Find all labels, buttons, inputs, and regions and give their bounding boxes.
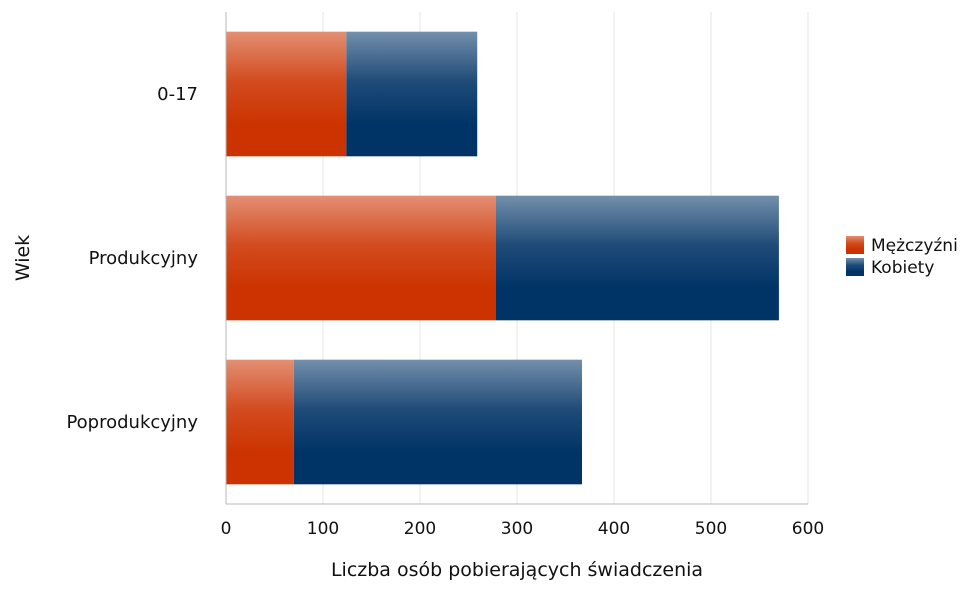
x-tick-labels: 0 100 200 300 400 500 600 — [221, 519, 825, 539]
legend-swatch — [846, 236, 864, 254]
category-label: Poprodukcyjny — [66, 412, 198, 433]
category-label: 0-17 — [157, 84, 198, 105]
bar — [226, 196, 496, 321]
x-axis-title: Liczba osób pobierających świadczenia — [331, 559, 703, 581]
category-label: Produkcyjny — [89, 248, 199, 269]
bars — [226, 32, 779, 485]
bar — [346, 32, 477, 157]
legend-swatch — [846, 258, 864, 276]
y-axis-title: Wiek — [12, 235, 34, 281]
x-tick-label: 400 — [598, 519, 630, 539]
x-tick-label: 600 — [792, 519, 824, 539]
bar — [226, 32, 346, 157]
bar — [294, 360, 582, 485]
category-labels: 0-17 Produkcyjny Poprodukcyjny — [66, 84, 198, 433]
x-tick-label: 200 — [404, 519, 436, 539]
x-tick-label: 100 — [307, 519, 339, 539]
bar — [496, 196, 779, 321]
x-tick-label: 0 — [221, 519, 232, 539]
x-tick-label: 500 — [695, 519, 727, 539]
legend-label: Kobiety — [871, 258, 934, 278]
x-tick-label: 300 — [501, 519, 533, 539]
legend-label: Mężczyźni — [871, 236, 958, 256]
bar — [226, 360, 294, 485]
